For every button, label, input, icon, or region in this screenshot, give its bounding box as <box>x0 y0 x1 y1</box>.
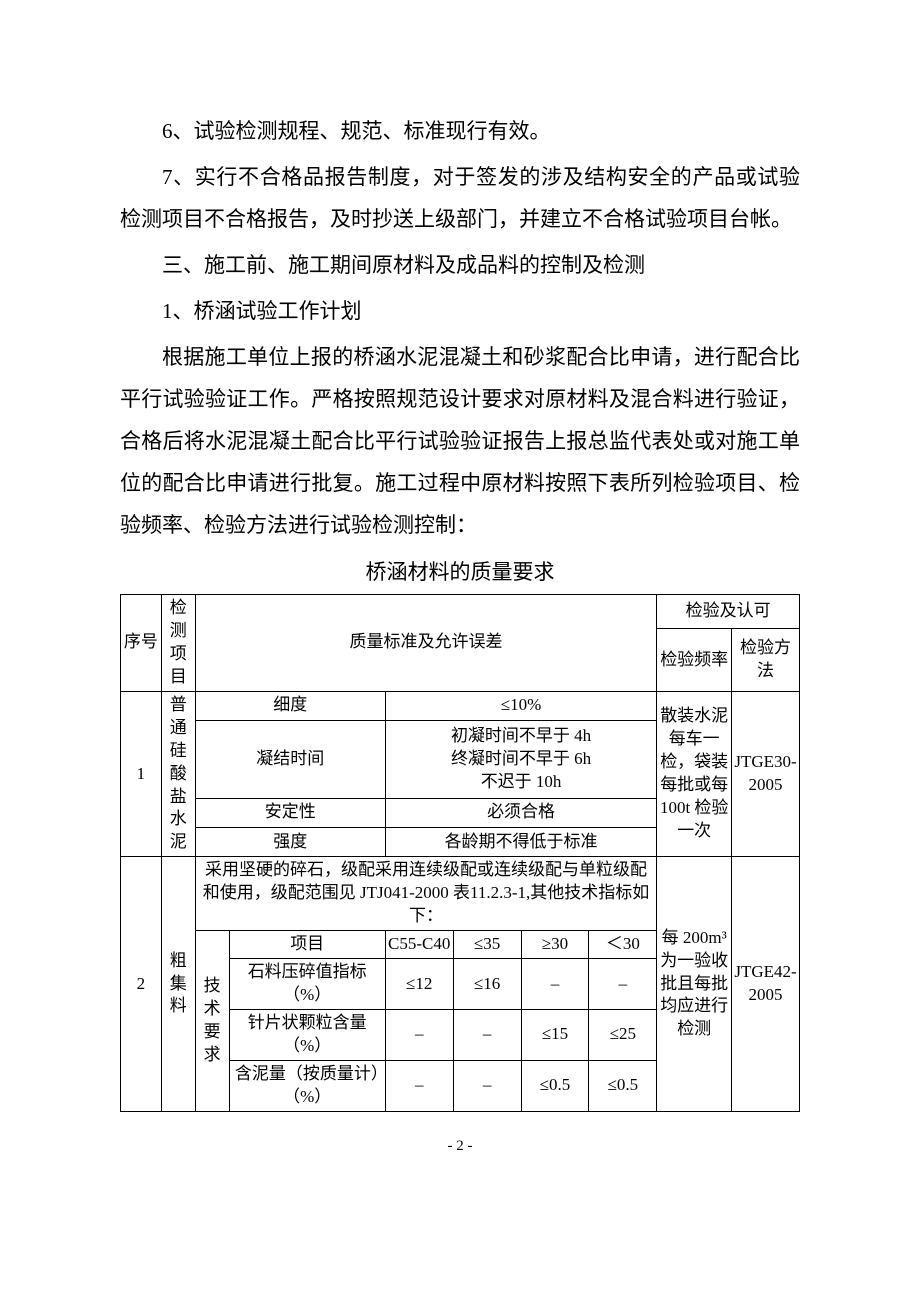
th-seq: 序号 <box>121 595 162 692</box>
cell-strength-label: 强度 <box>195 827 385 856</box>
cell-settime-val: 初凝时间不早于 4h 终凝时间不早于 6h 不迟于 10h <box>385 721 657 799</box>
cell-mud-v2: – <box>453 1060 521 1111</box>
cell-flaky-v3: ≤15 <box>521 1009 589 1060</box>
cell-fineness-label: 细度 <box>195 691 385 720</box>
cell-crush-v4: – <box>589 959 657 1010</box>
cell-crush-label: 石料压碎值指标（%） <box>229 959 385 1010</box>
table-header-row: 序号 检测项目 质量标准及允许误差 检验及认可 <box>121 595 800 629</box>
cell-mud-label: 含泥量（按质量计）（%） <box>229 1060 385 1111</box>
cell-settime-label: 凝结时间 <box>195 721 385 799</box>
page-number: - 2 - <box>120 1138 800 1155</box>
table-row: 2 粗集料 采用坚硬的碎石，级配采用连续级配或连续级配与单粒级配和使用，级配范围… <box>121 857 800 931</box>
cell-mud-v1: – <box>385 1060 453 1111</box>
th-std: 质量标准及允许误差 <box>195 595 657 692</box>
cell-intro-2: 采用坚硬的碎石，级配采用连续级配或连续级配与单粒级配和使用，级配范围见 JTJ0… <box>195 857 657 931</box>
cell-seq-2: 2 <box>121 857 162 1111</box>
paragraph-plan-body: 根据施工单位上报的桥涵水泥混凝土和砂浆配合比申请，进行配合比平行试验验证工作。严… <box>120 336 800 546</box>
cell-crush-v1: ≤12 <box>385 959 453 1010</box>
cell-sub-2: 技术要求 <box>195 931 229 1112</box>
cell-freq-1: 散装水泥每车一检，袋装每批或每 100t 检验一次 <box>657 691 732 857</box>
cell-seq-1: 1 <box>121 691 162 857</box>
paragraph-7: 7、实行不合格品报告制度，对于签发的涉及结构安全的产品或试验检测项目不合格报告，… <box>120 156 800 240</box>
paragraph-6: 6、试验检测规程、规范、标准现行有效。 <box>120 110 800 152</box>
cell-col-30: ≥30 <box>521 931 589 959</box>
cell-item-2: 粗集料 <box>161 857 195 1111</box>
th-freq: 检验频率 <box>657 629 732 691</box>
cell-strength-val: 各龄期不得低于标准 <box>385 827 657 856</box>
cell-item-1: 普通硅酸盐水泥 <box>161 691 195 857</box>
cell-col-c55: C55-C40 <box>385 931 453 959</box>
paragraph-plan-heading: 1、桥涵试验工作计划 <box>120 290 800 332</box>
cell-method-2: JTGE42-2005 <box>732 857 800 1111</box>
quality-requirements-table: 序号 检测项目 质量标准及允许误差 检验及认可 检验频率 检验方法 1 普通硅酸… <box>120 594 800 1112</box>
th-item: 检测项目 <box>161 595 195 692</box>
cell-flaky-v1: – <box>385 1009 453 1060</box>
cell-mud-v3: ≤0.5 <box>521 1060 589 1111</box>
cell-crush-v2: ≤16 <box>453 959 521 1010</box>
th-method: 检验方法 <box>732 629 800 691</box>
cell-col-35: ≤35 <box>453 931 521 959</box>
cell-col-project: 项目 <box>229 931 385 959</box>
cell-flaky-v2: – <box>453 1009 521 1060</box>
cell-flaky-v4: ≤25 <box>589 1009 657 1060</box>
cell-stability-label: 安定性 <box>195 798 385 827</box>
th-insp: 检验及认可 <box>657 595 800 629</box>
cell-crush-v3: – <box>521 959 589 1010</box>
cell-method-1: JTGE30-2005 <box>732 691 800 857</box>
cell-fineness-val: ≤10% <box>385 691 657 720</box>
cell-freq-2: 每 200m³为一验收批且每批均应进行检测 <box>657 857 732 1111</box>
cell-col-lt30: ＜30 <box>589 931 657 959</box>
cell-stability-val: 必须合格 <box>385 798 657 827</box>
table-title: 桥涵材料的质量要求 <box>120 556 800 586</box>
section-heading-3: 三、施工前、施工期间原材料及成品料的控制及检测 <box>120 244 800 286</box>
table-row: 1 普通硅酸盐水泥 细度 ≤10% 散装水泥每车一检，袋装每批或每 100t 检… <box>121 691 800 720</box>
cell-flaky-label: 针片状颗粒含量（%） <box>229 1009 385 1060</box>
document-page: 6、试验检测规程、规范、标准现行有效。 7、实行不合格品报告制度，对于签发的涉及… <box>0 0 920 1195</box>
cell-mud-v4: ≤0.5 <box>589 1060 657 1111</box>
